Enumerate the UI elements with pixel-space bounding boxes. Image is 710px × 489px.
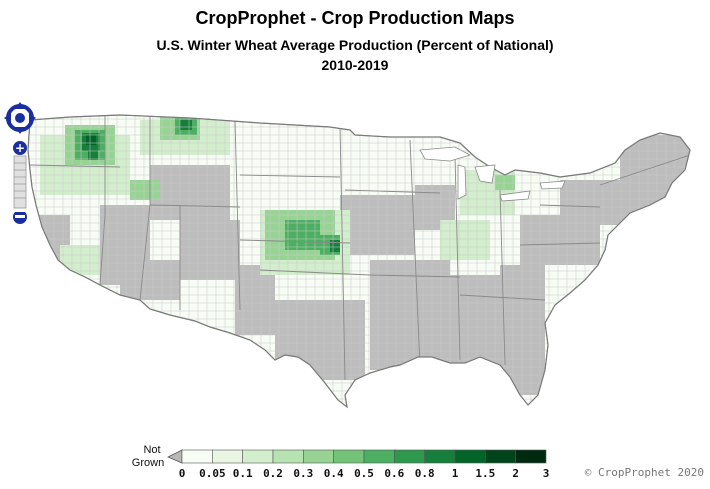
great-lakes	[419, 146, 566, 202]
legend-tick: 1.5	[475, 467, 495, 480]
legend-tick: 0.1	[233, 467, 253, 480]
copyright: © CropProphet 2020	[584, 466, 704, 479]
legend-not-grown-label-2: Grown	[132, 457, 164, 469]
zoom-out-button[interactable]	[13, 210, 27, 224]
legend-tick: 0.05	[199, 467, 226, 480]
legend-tick: 0.6	[384, 467, 404, 480]
legend-not-grown-label-1: Not	[143, 444, 160, 456]
legend-swatch	[303, 449, 334, 464]
county-shading	[28, 115, 690, 407]
map-title: CropProphet - Crop Production Maps	[195, 8, 515, 28]
legend-tick: 0	[179, 467, 186, 480]
legend-tick: 1	[452, 467, 459, 480]
color-legend: Not Grown 0 0.05 0.1 0.2 0.3 0.4 0.5 0.6 0.8 1 1.5…	[0, 440, 710, 484]
legend-tick: 0.5	[354, 467, 374, 480]
legend-swatch	[363, 449, 395, 464]
legend-swatch	[515, 449, 547, 464]
map-subtitle: U.S. Winter Wheat Average Production (Pe…	[156, 37, 554, 53]
us-production-map[interactable]	[0, 95, 710, 440]
state-borders	[29, 115, 690, 381]
legend-swatch	[394, 449, 425, 464]
zoom-in-button[interactable]: +	[13, 141, 27, 155]
zoom-in-label: +	[15, 141, 25, 155]
legend-not-grown-swatch	[167, 449, 183, 464]
pan-control[interactable]	[4, 102, 36, 134]
legend-swatch	[454, 449, 486, 464]
legend-tick: 0.3	[293, 467, 313, 480]
legend-swatch	[242, 449, 274, 464]
legend-tick: 0.4	[324, 467, 344, 480]
legend-color-bar	[181, 449, 547, 464]
legend-swatch	[333, 449, 365, 464]
legend-swatch	[485, 449, 516, 464]
zoom-slider[interactable]	[13, 155, 27, 209]
legend-swatch	[272, 449, 304, 464]
legend-swatch	[212, 449, 243, 464]
legend-tick: 0.2	[263, 467, 283, 480]
map-period: 2010-2019	[321, 57, 389, 73]
legend-tick: 2	[512, 467, 519, 480]
legend-tick: 0.8	[415, 467, 435, 480]
legend-swatch	[424, 449, 456, 464]
map-navigation: +	[4, 100, 40, 240]
legend-tick: 3	[543, 467, 550, 480]
legend-swatch	[181, 449, 213, 464]
legend-tick-labels: 0 0.05 0.1 0.2 0.3 0.4 0.5 0.6 0.8 1 1.5 2 3	[179, 467, 550, 480]
